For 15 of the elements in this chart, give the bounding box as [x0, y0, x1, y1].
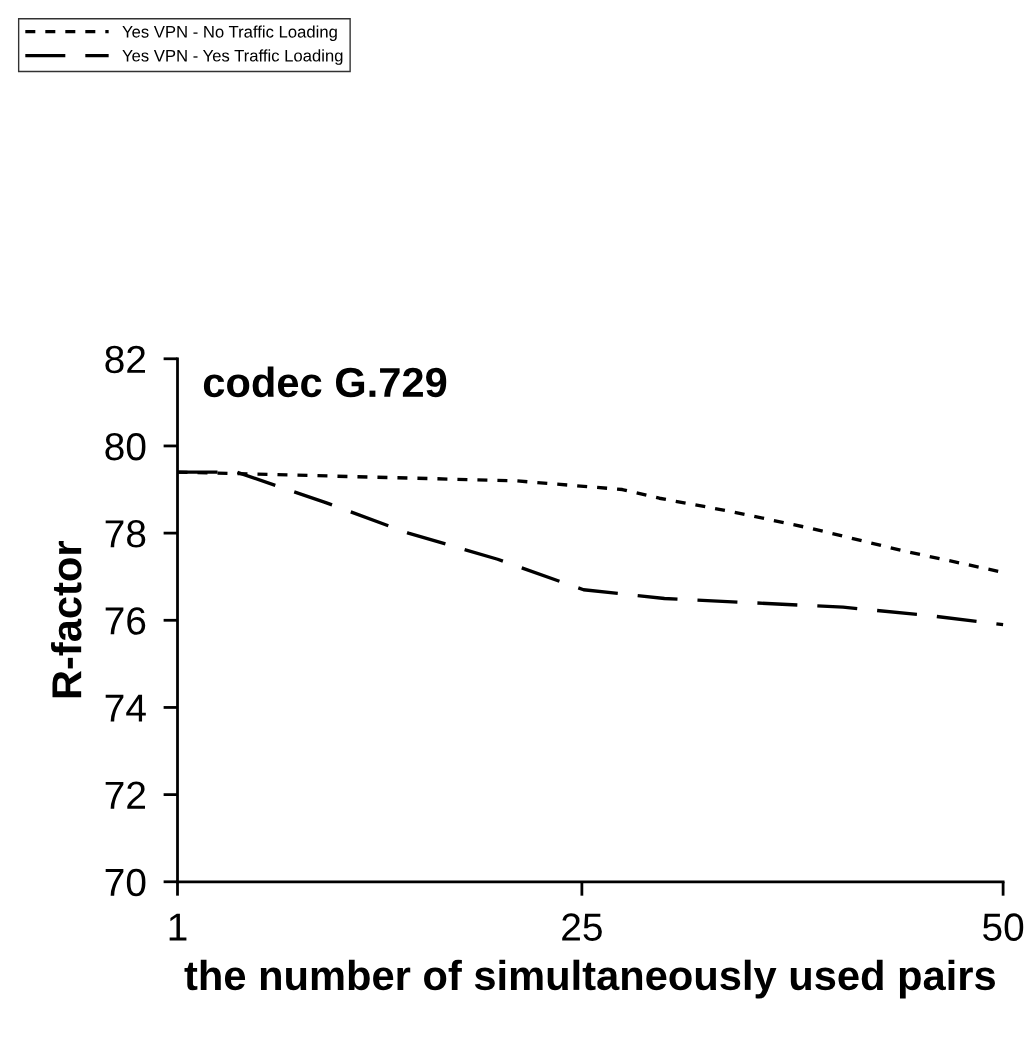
- y-tick-label: 82: [105, 345, 145, 374]
- x-tick-label: 1: [169, 913, 187, 941]
- legend-label: Yes VPN - No Traffic Loading: [122, 25, 337, 41]
- y-axis-title: R-factor: [50, 541, 82, 698]
- y-tick-label: 76: [105, 607, 146, 635]
- y-tick-label: 70: [105, 868, 146, 897]
- x-tick-label: 25: [562, 913, 602, 941]
- chart-title: codec G.729: [203, 366, 447, 398]
- legend-label: Yes VPN - Yes Traffic Loading: [122, 49, 343, 65]
- y-tick-label: 74: [105, 694, 146, 722]
- y-tick-label: 78: [105, 520, 146, 548]
- y-tick-label: 72: [105, 781, 145, 809]
- x-axis-title: the number of simultaneously used pairs: [184, 959, 995, 999]
- x-tick-label: 50: [983, 913, 1024, 941]
- y-tick-label: 80: [105, 432, 146, 461]
